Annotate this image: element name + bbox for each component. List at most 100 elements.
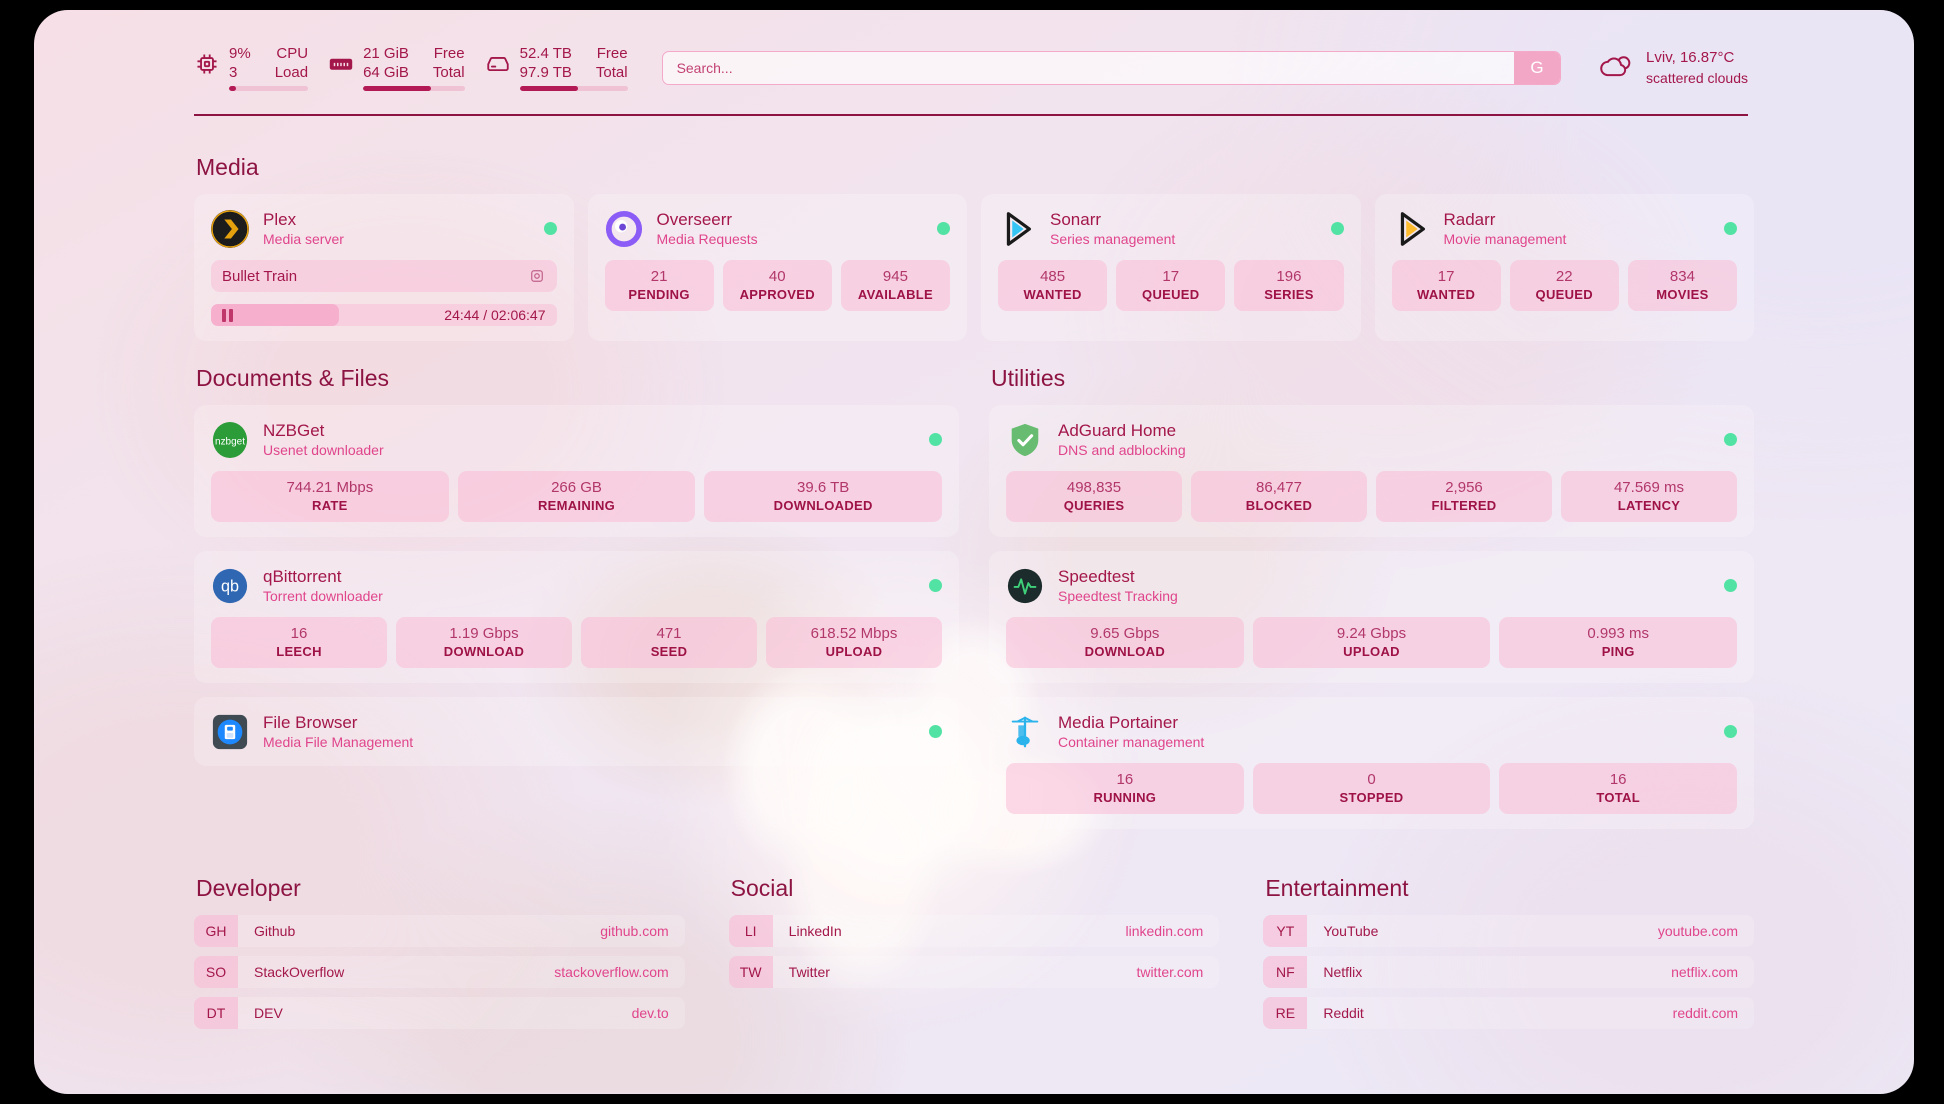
stat-label: LATENCY — [1617, 498, 1681, 513]
stat-item[interactable]: 498,835 QUERIES — [1006, 471, 1182, 522]
bookmark-abbr: LI — [728, 915, 773, 947]
stat-item[interactable]: 16 LEECH — [211, 617, 387, 668]
stat-value: 945 — [882, 268, 908, 285]
disk-total-label: Total — [595, 64, 628, 81]
stat-item[interactable]: 9.24 Gbps UPLOAD — [1252, 617, 1491, 668]
bookmark-abbr: TW — [728, 956, 773, 988]
search-provider-button[interactable]: G — [1514, 52, 1561, 84]
bookmark-item-linkedin[interactable]: LI LinkedIn linkedin.com — [728, 915, 1220, 947]
service-card-plex[interactable]: Plex Media server Bullet Train — [194, 194, 574, 341]
stat-item[interactable]: 39.6 TB DOWNLOADED — [704, 471, 943, 522]
bookmark-name: YouTube — [1323, 923, 1379, 939]
bookmark-item-stackoverflow[interactable]: SO StackOverflow stackoverflow.com — [194, 956, 685, 988]
plex-icon — [211, 209, 249, 248]
stat-label: APPROVED — [739, 287, 815, 302]
service-card-file-browser[interactable]: File Browser Media File Management — [194, 697, 959, 766]
stat-item[interactable]: 86,477 BLOCKED — [1191, 471, 1367, 522]
bookmark-abbr: DT — [194, 997, 238, 1029]
stat-item[interactable]: 22 QUEUED — [1509, 260, 1619, 311]
search-input[interactable] — [662, 52, 1515, 84]
stat-item[interactable]: 16 RUNNING — [1006, 763, 1244, 814]
disk-free-label: Free — [596, 45, 628, 62]
bookmark-item-github[interactable]: GH Github github.com — [194, 915, 685, 947]
stat-item[interactable]: 196 SERIES — [1234, 260, 1344, 311]
card-header: Media Portainer Container management — [1006, 712, 1737, 751]
stat-value: 834 — [1669, 268, 1695, 285]
service-card-media-portainer[interactable]: Media Portainer Container management 16 … — [989, 697, 1754, 829]
stat-item[interactable]: 16 TOTAL — [1499, 763, 1738, 814]
stat-item[interactable]: 266 GB REMAINING — [457, 471, 696, 522]
service-card-speedtest[interactable]: Speedtest Speedtest Tracking 9.65 Gbps D… — [989, 551, 1754, 683]
weather-widget[interactable]: Lviv, 16.87°C scattered clouds — [1595, 48, 1748, 88]
stat-item[interactable]: 834 MOVIES — [1627, 260, 1738, 311]
stat-item[interactable]: 471 SEED — [581, 617, 757, 668]
status-badge — [1724, 579, 1737, 592]
stat-item[interactable]: 40 APPROVED — [722, 260, 832, 311]
disk-total-value: 97.9 TB — [519, 64, 572, 81]
stats-row: 485 WANTED 17 QUEUED 196 SERIES — [998, 260, 1344, 311]
stats-row: 16 LEECH 1.19 Gbps DOWNLOAD 471 SEED 6 — [211, 617, 942, 668]
service-name: Media Portainer — [1058, 713, 1179, 732]
bookmark-item-twitter[interactable]: TW Twitter twitter.com — [728, 956, 1220, 988]
bookmark-item-dev[interactable]: DT DEV dev.to — [194, 997, 685, 1029]
stat-item[interactable]: 17 WANTED — [1391, 260, 1501, 311]
cpu-usage-label: CPU — [276, 45, 309, 62]
bookmark-group-title: Developer — [196, 875, 301, 901]
cast-icon[interactable] — [528, 267, 546, 285]
stat-item[interactable]: 945 AVAILABLE — [840, 260, 951, 311]
cloud-icon — [1595, 51, 1633, 85]
stat-label: SEED — [650, 644, 688, 659]
stat-item[interactable]: 744.21 Mbps RATE — [211, 471, 449, 522]
service-card-overseerr[interactable]: Overseerr Media Requests 21 PENDING 40 A… — [587, 194, 967, 341]
stat-value: 744.21 Mbps — [286, 479, 374, 496]
now-playing-progress[interactable]: 24:44 / 02:06:47 — [211, 304, 557, 326]
bookmark-name: Netflix — [1323, 964, 1363, 980]
status-badge — [929, 725, 942, 738]
bookmark-group-entertainment: Entertainment YT YouTube youtube.com NF … — [1263, 875, 1755, 1038]
now-playing-time: 24:44 / 02:06:47 — [444, 307, 545, 323]
portainer-icon — [1006, 713, 1044, 751]
media-section: Media Plex Media server — [72, 154, 1876, 341]
bookmark-name: LinkedIn — [788, 923, 842, 939]
stat-item[interactable]: 17 QUEUED — [1116, 260, 1226, 311]
stat-value: 47.569 ms — [1613, 479, 1685, 496]
stat-item[interactable]: 0.993 ms PING — [1499, 617, 1738, 668]
stat-item[interactable]: 9.65 Gbps DOWNLOAD — [1006, 617, 1244, 668]
header-bar: 9% CPU 3 Load — [72, 40, 1876, 96]
service-card-qbittorrent[interactable]: qb qBittorrent Torrent downloader 16 LEE… — [194, 551, 959, 683]
service-description: Media server — [263, 231, 344, 247]
stats-row: 744.21 Mbps RATE 266 GB REMAINING 39.6 T… — [211, 471, 943, 522]
bookmark-abbr: NF — [1263, 956, 1308, 988]
stat-item[interactable]: 0 STOPPED — [1252, 763, 1491, 814]
stat-item[interactable]: 2,956 FILTERED — [1376, 471, 1552, 522]
stat-value: 22 — [1555, 268, 1573, 285]
service-card-sonarr[interactable]: Sonarr Series management 485 WANTED 17 Q… — [981, 194, 1361, 341]
disk-usage-bar — [519, 86, 628, 91]
radarr-icon — [1392, 210, 1430, 248]
service-card-adguard-home[interactable]: AdGuard Home DNS and adblocking 498,835 … — [989, 405, 1754, 537]
stat-item[interactable]: 618.52 Mbps UPLOAD — [766, 617, 942, 668]
stat-item[interactable]: 21 PENDING — [604, 260, 714, 311]
service-name: AdGuard Home — [1058, 421, 1177, 440]
bookmark-name: Github — [254, 923, 296, 939]
card-header: AdGuard Home DNS and adblocking — [1006, 420, 1737, 459]
header-divider — [194, 114, 1748, 116]
stats-row: 16 RUNNING 0 STOPPED 16 TOTAL — [1006, 763, 1738, 814]
stat-item[interactable]: 1.19 Gbps DOWNLOAD — [396, 617, 572, 668]
stat-label: QUEUED — [1535, 287, 1593, 302]
nzbget-icon: nzbget — [211, 421, 249, 459]
service-card-nzbget[interactable]: nzbget NZBGet Usenet downloader 744.21 M… — [194, 405, 959, 537]
bookmark-item-youtube[interactable]: YT YouTube youtube.com — [1263, 915, 1755, 947]
service-description: Media Requests — [656, 231, 758, 247]
status-badge — [929, 433, 942, 446]
bookmark-item-netflix[interactable]: NF Netflix netflix.com — [1263, 956, 1755, 988]
stat-item[interactable]: 47.569 ms LATENCY — [1561, 471, 1737, 522]
pause-icon[interactable] — [222, 308, 233, 322]
bookmark-item-reddit[interactable]: RE Reddit reddit.com — [1263, 997, 1755, 1029]
stat-value: 266 GB — [551, 479, 602, 496]
documents-section: Documents & Files nzbget NZBGet Usenet d… — [194, 365, 959, 829]
search-bar[interactable]: G — [661, 51, 1562, 85]
stat-item[interactable]: 485 WANTED — [998, 260, 1108, 311]
service-card-radarr[interactable]: Radarr Movie management 17 WANTED 22 QUE… — [1374, 194, 1754, 341]
stats-row: 17 WANTED 22 QUEUED 834 MOVIES — [1391, 260, 1738, 311]
